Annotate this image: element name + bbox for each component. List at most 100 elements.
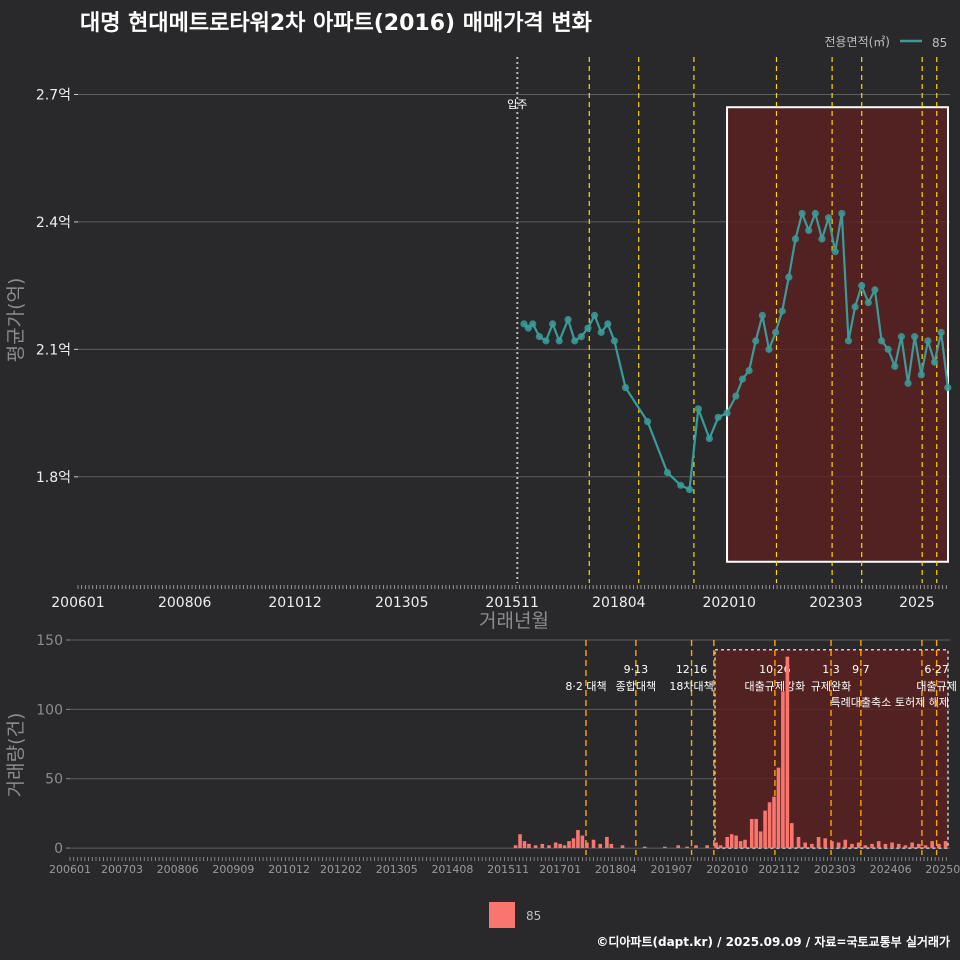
volume-x-tick-label: 202303 [814,863,856,876]
price-x-tick-label: 200806 [158,595,212,611]
volume-y-tick-label: 0 [54,841,63,857]
price-x-tick-label: 202303 [809,595,862,611]
price-point [831,248,839,256]
volume-bar [547,845,551,849]
volume-bar [553,842,558,849]
volume-bar [567,841,571,849]
policy-name-label: 특례대출축소 [831,696,892,709]
price-point [555,337,563,345]
price-point [564,316,572,324]
price-point [924,337,932,345]
price-point [723,409,731,417]
volume-bar [836,842,841,849]
price-point [884,345,892,353]
volume-bar [562,845,567,849]
volume-bar [772,796,776,849]
volume-y-tick-label: 100 [36,702,63,718]
price-point [930,358,939,366]
volume-bar [591,839,596,849]
price-point [643,417,652,426]
volume-chart-axes: 0 50 100 150 200601 200703 200806 200909 201012 2… [36,633,960,876]
price-point [549,320,557,328]
price-point [542,337,550,345]
price-x-tick-label: 201511 [485,595,538,611]
price-chart-axes: 1.8억 2.1억 2.4억 2.7억 200601 200806 201012 201305… [36,87,947,611]
price-point [864,299,872,307]
price-chart-highlight [726,106,949,563]
volume-bar [830,841,834,849]
policy-date-label: 12·16 [676,663,708,676]
volume-bar [903,845,908,849]
price-x-tick-label: 201305 [375,595,428,611]
volume-bar [810,843,814,849]
price-point [705,434,713,443]
price-point [732,392,740,400]
price-x-tick-label: 2025 [899,595,935,611]
volume-bar [714,842,718,849]
price-point [778,307,786,315]
volume-bar [896,843,901,849]
volume-bar [785,656,790,849]
price-point [818,235,826,243]
volume-bar [705,845,709,849]
volume-bar [663,846,667,849]
volume-bar [734,835,738,849]
price-y-axis-title: 평균가(억) [5,278,27,363]
volume-bar [571,838,576,849]
volume-bar [910,842,914,849]
price-point [685,485,694,494]
volume-bar [522,841,527,849]
volume-bar [754,818,758,849]
price-point [590,311,599,319]
price-point [663,468,672,477]
footer-credit: ©디아파트(dapt.kr) / 2025.09.09 / 자료=국토교통부 실… [596,935,950,949]
price-point [805,226,813,235]
volume-bar [513,845,518,849]
price-point [584,324,592,332]
policy-name-label: 대출규제 [916,680,956,693]
price-point [811,209,819,218]
price-point [677,481,685,489]
volume-bar [917,843,921,849]
volume-bar [876,841,881,849]
volume-bar [843,839,848,849]
policy-name-label: 종합대책 [616,680,656,693]
volume-legend-entry: 85 [526,909,541,923]
price-point [917,371,925,379]
volume-bar [930,841,934,849]
price-point [944,383,952,392]
volume-x-tick-label: 200909 [212,863,254,876]
volume-bar [850,843,854,849]
price-point [745,367,753,375]
volume-x-tick-label: 200601 [49,863,91,876]
volume-bar [937,843,941,849]
volume-chart-policy-lines: 8·2 대책 9·13 종합대책 12·16 18차대책 10·26 대출규제강화 1·3 규제… [565,640,957,855]
volume-bar [558,843,562,849]
volume-x-tick-label: 200703 [101,863,143,876]
price-point [604,320,612,328]
price-point [529,320,537,328]
price-point [577,333,585,341]
price-point [838,209,846,218]
volume-x-tick-label: 201804 [595,863,637,876]
volume-bar [923,845,928,849]
volume-bar [863,845,868,849]
price-x-tick-label: 201804 [592,595,646,611]
price-point [571,337,579,345]
volume-bar [718,845,723,849]
policy-date-label: 1·3 [822,663,840,676]
policy-name-label: 대출규제강화 [745,680,806,693]
volume-y-tick-label: 50 [45,772,63,788]
volume-legend-key [489,902,515,928]
volume-y-tick-label: 150 [36,633,63,649]
volume-x-tick-label: 202509 [925,863,960,876]
price-highlight-box [726,106,949,563]
price-point [858,282,866,290]
volume-bar [598,843,603,849]
price-legend-title: 전용면적(㎡) [824,35,890,49]
volume-x-tick-label: 201511 [487,863,529,876]
price-point [765,345,773,353]
price-point [937,328,945,336]
policy-name-label: 규제완화 [811,680,851,693]
